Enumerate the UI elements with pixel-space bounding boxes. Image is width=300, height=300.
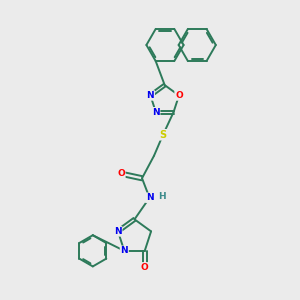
Text: N: N bbox=[146, 193, 153, 202]
Text: O: O bbox=[175, 91, 183, 100]
Text: N: N bbox=[121, 246, 128, 255]
Text: N: N bbox=[147, 91, 154, 100]
Text: S: S bbox=[160, 130, 167, 140]
Text: N: N bbox=[114, 227, 122, 236]
Text: O: O bbox=[117, 169, 125, 178]
Text: N: N bbox=[152, 108, 160, 117]
Text: H: H bbox=[158, 192, 166, 201]
Text: O: O bbox=[141, 263, 148, 272]
